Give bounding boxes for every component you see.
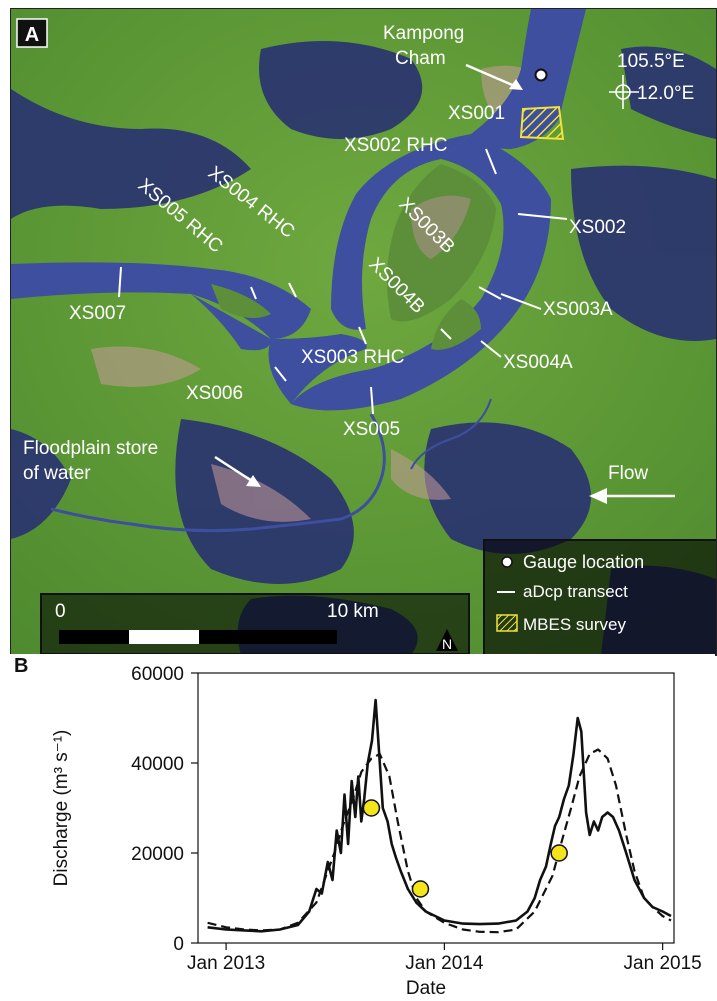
y-tick-label: 20000 xyxy=(131,844,184,865)
survey-marker-point xyxy=(411,880,430,898)
y-tick-label: 0 xyxy=(173,934,184,955)
scale-segment-3 xyxy=(199,630,337,644)
transect-label-xs003a: XS003A xyxy=(543,299,613,320)
legend-gauge-label: Gauge location xyxy=(523,552,644,572)
transect-label-xs002-rhc: XS002 RHC xyxy=(344,135,448,156)
survey-markers xyxy=(362,799,568,898)
y-tick-label: 60000 xyxy=(131,664,184,685)
legend-mbes-icon xyxy=(496,614,518,632)
legend-box xyxy=(483,539,716,655)
transect-label-xs003-rhc: XS003 RHC xyxy=(301,347,405,368)
transect-label-xs004a: XS004A xyxy=(503,352,573,373)
transect-label-xs007: XS007 xyxy=(69,303,126,324)
gauge-location-marker xyxy=(534,68,548,82)
city-label-line1: Kampong xyxy=(383,23,464,44)
x-tick-label: Jan 2013 xyxy=(187,953,265,974)
floodplain-label-line2: of water xyxy=(23,463,91,484)
tributary-stream xyxy=(50,413,386,533)
island-sandbars xyxy=(411,195,471,259)
city-arrow xyxy=(465,63,518,89)
x-tick-label: Jan 2014 xyxy=(405,953,484,974)
city-label-line2: Cham xyxy=(395,48,446,69)
panel-b-letter: B xyxy=(14,655,28,677)
scale-start-label: 0 xyxy=(55,601,66,622)
survey-marker-point xyxy=(362,799,381,817)
flow-label: Flow xyxy=(608,463,648,484)
series-layer xyxy=(207,698,672,934)
series-line-solid xyxy=(207,698,672,933)
transect-label-xs006: XS006 xyxy=(186,383,243,404)
adcp-transect-lines xyxy=(118,148,568,415)
scale-bar-box xyxy=(40,593,470,655)
x-axis-label: Date xyxy=(406,978,446,999)
transect-label-xs001: XS001 xyxy=(448,103,505,124)
map-svg: A Kampong Cham 105.5°E 12.0°E XS001 XS00… xyxy=(11,9,716,655)
transect-label-xs002: XS002 xyxy=(569,217,626,238)
legend-gauge-icon xyxy=(501,556,513,568)
y-axis-label: Discharge (m³ s⁻¹) xyxy=(51,730,72,887)
legend-mbes-label: MBES survey xyxy=(523,615,626,634)
coord-lon-label: 105.5°E xyxy=(617,51,685,72)
north-arrow-icon xyxy=(436,629,458,651)
floodplain-arrowhead xyxy=(246,475,261,487)
plot-frame xyxy=(197,672,675,944)
series-line-dashed xyxy=(207,748,672,934)
scale-end-label: 10 km xyxy=(327,601,379,622)
tributary-stream-east xyxy=(410,398,492,470)
scale-segment-2 xyxy=(129,630,199,644)
north-label: N xyxy=(442,636,452,652)
y-axis: 0 20000 40000 60000 xyxy=(131,664,198,955)
transect-label-xs005: XS005 xyxy=(343,419,400,440)
x-axis: Jan 2013 Jan 2014 Jan 2015 xyxy=(187,943,702,974)
floodplain-arrow xyxy=(214,455,256,485)
scale-segment-1 xyxy=(59,630,129,644)
panel-a-label-box xyxy=(16,18,48,48)
discharge-chart-panel: B 0 20000 40000 60000 Jan 2013 Jan 2014 Jan 2… xyxy=(10,654,715,1001)
y-tick-label: 40000 xyxy=(131,754,184,775)
panel-a-letter: A xyxy=(25,24,39,46)
survey-marker-point xyxy=(550,844,568,862)
satellite-map-panel: A Kampong Cham 105.5°E 12.0°E XS001 XS00… xyxy=(10,8,717,656)
city-arrowhead xyxy=(509,79,523,90)
coordinate-crosshair-icon xyxy=(609,75,639,109)
flow-arrowhead xyxy=(589,488,607,504)
x-tick-label: Jan 2015 xyxy=(624,953,702,974)
legend-adcp-label: aDcp transect xyxy=(523,582,628,601)
coord-lat-label: 12.0°E xyxy=(637,83,694,104)
mbes-survey-area xyxy=(519,105,565,141)
floodplain-label-line1: Floodplain store xyxy=(23,438,158,459)
